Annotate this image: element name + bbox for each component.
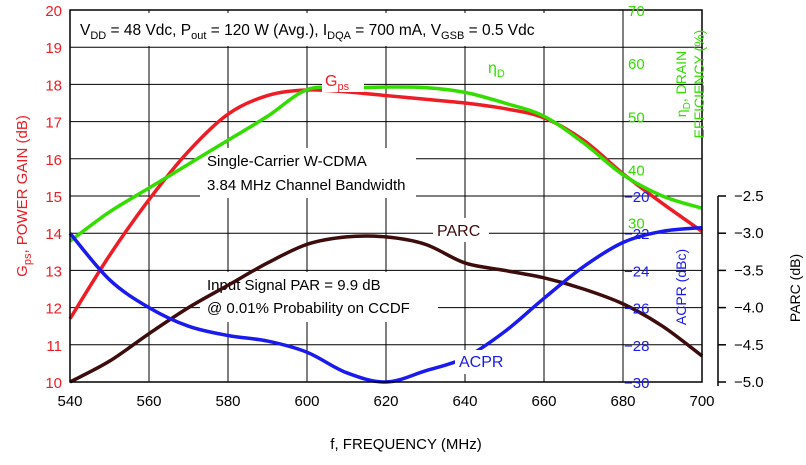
gain-tick-label: 12 [45, 301, 62, 318]
x-tick-label: 540 [57, 393, 82, 410]
acpr-tick-label: −28 [624, 338, 649, 355]
parc-tick-label: −3.0 [734, 225, 764, 242]
series-line-parc [69, 234, 704, 384]
gain-tick-label: 16 [45, 152, 62, 169]
header-box [72, 13, 620, 46]
parc-axis-title: PARC (dB) [787, 254, 803, 322]
x-tick-label: 580 [215, 393, 240, 410]
gps-series-label: Gps [325, 73, 350, 93]
efficiency-tick-label: 30 [628, 216, 645, 233]
parc-tick-label: −3.5 [734, 262, 764, 279]
parc-series-label: PARC [437, 223, 480, 240]
efficiency-axis-title-line2: EFFICIENCY (%) [691, 30, 707, 139]
gain-tick-label: 18 [45, 77, 62, 94]
acpr-axis-title: ACPR (dBc) [673, 249, 689, 325]
acpr-tick-label: −22 [624, 226, 649, 243]
efficiency-tick-label: 60 [628, 56, 645, 73]
parc-tick-label: −4.0 [734, 300, 764, 317]
par-annotation-line2: @ 0.01% Probability on CCDF [207, 300, 410, 317]
eta-series-label: ηD [488, 60, 505, 80]
parc-tick-label: −4.5 [734, 337, 764, 354]
grid [69, 9, 703, 383]
acpr-tick-label: −30 [624, 375, 649, 392]
x-tick-label: 700 [689, 393, 714, 410]
gain-tick-label: 13 [45, 263, 62, 280]
x-axis-title: f, FREQUENCY (MHz) [330, 436, 481, 453]
x-tick-label: 560 [136, 393, 161, 410]
gain-tick-label: 10 [45, 375, 62, 392]
x-tick-label: 660 [531, 393, 556, 410]
acpr-series-label: ACPR [459, 354, 503, 371]
acpr-label-bg [455, 350, 515, 374]
parc-axis-ticks: −2.5 −3.0 −3.5 −4.0 −4.5 −5.0 [718, 188, 764, 391]
acpr-tick-label: −24 [624, 263, 649, 280]
efficiency-tick-label: 50 [628, 109, 645, 126]
scw-annotation-line2: 3.84 MHz Channel Bandwidth [207, 177, 405, 194]
parc-label-bg [433, 218, 489, 242]
tick-labels: 540 560 580 600 620 640 660 680 700 10 11 12 13 14 15 1… [45, 3, 714, 410]
efficiency-tick-label: 40 [628, 162, 645, 179]
gain-tick-label: 17 [45, 115, 62, 132]
par-annotation-line1: Input Signal PAR = 9.9 dB [207, 277, 381, 294]
gain-tick-label: 20 [45, 3, 62, 20]
efficiency-tick-label: 70 [628, 3, 645, 20]
x-tick-label: 620 [373, 393, 398, 410]
gain-axis-title: Gps, POWER GAIN (dB) [14, 115, 34, 277]
scw-annotation-box [200, 148, 416, 198]
parc-tick-label: −5.0 [734, 374, 764, 391]
conditions-header: VDD = 48 Vdc, Pout = 120 W (Avg.), IDQA … [80, 22, 535, 42]
efficiency-axis-title-line1: ηD, DRAIN [673, 51, 693, 117]
scw-annotation-line1: Single-Carrier W-CDMA [207, 153, 367, 170]
x-tick-label: 600 [294, 393, 319, 410]
parc-tick-label: −2.5 [734, 188, 764, 205]
gps-label-bg [322, 66, 364, 92]
acpr-tick-label: −20 [624, 189, 649, 206]
gain-tick-label: 14 [45, 226, 62, 243]
series-line-ηd [68, 85, 703, 243]
x-tick-label: 640 [452, 393, 477, 410]
acpr-tick-label: −26 [624, 301, 649, 318]
gain-tick-label: 11 [46, 338, 62, 355]
series-layer [68, 85, 704, 384]
gain-tick-label: 19 [45, 40, 62, 57]
x-tick-label: 680 [610, 393, 635, 410]
plot-frame [69, 9, 703, 383]
gain-tick-label: 15 [45, 189, 62, 206]
